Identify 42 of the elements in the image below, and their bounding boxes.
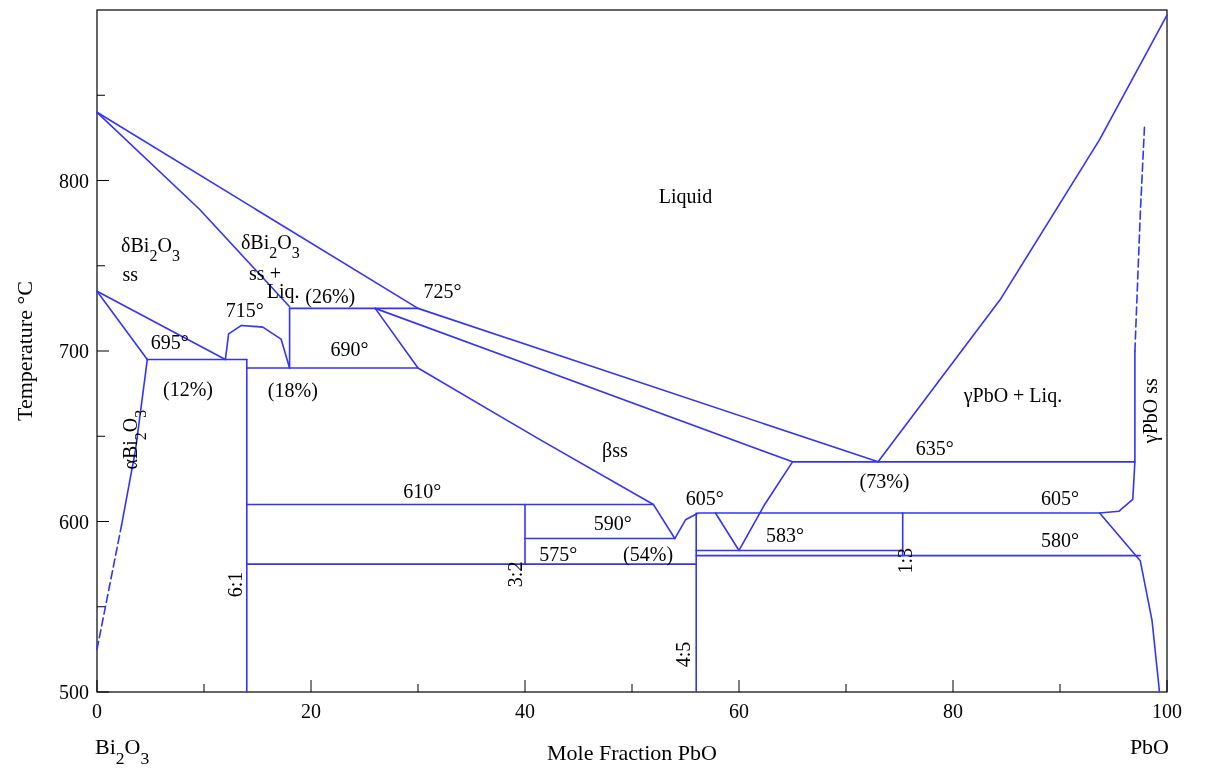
annotation: (12%) xyxy=(162,377,213,401)
y-axis-title: Temperature °C xyxy=(12,281,37,421)
annotation: 605° xyxy=(1041,486,1079,509)
annotation: 583° xyxy=(766,524,805,547)
annotation: 6:1 xyxy=(224,571,247,598)
x-tick-label: 40 xyxy=(515,700,535,722)
annotation: 1:3 xyxy=(893,547,916,574)
annotation: Liquid xyxy=(658,184,713,208)
annotation: 610° xyxy=(403,479,442,502)
x-tick-label: 60 xyxy=(729,700,749,722)
annotation: 715° xyxy=(225,299,264,322)
annotation: γPbO + Liq. xyxy=(962,384,1063,408)
annotation: 3:2 xyxy=(504,561,527,588)
annotation: βss xyxy=(602,438,628,462)
x-tick-label: 0 xyxy=(92,700,102,722)
y-tick-label: 600 xyxy=(59,510,89,533)
y-tick-label: 800 xyxy=(59,169,89,192)
annotation: (26%) xyxy=(305,285,356,309)
annotation: ss xyxy=(122,263,139,286)
annotation: δBi$_{2}$O$_{3}$ xyxy=(240,230,300,261)
text: Bi$_{2}$O$_{3}$ xyxy=(95,734,150,768)
annotation: 605° xyxy=(685,486,724,509)
text: PbO xyxy=(1129,734,1169,759)
x-tick-label: 20 xyxy=(301,700,321,722)
annotation: (54%) xyxy=(623,542,674,566)
annotation: 590° xyxy=(593,512,632,535)
annotation: 690° xyxy=(330,338,369,361)
annotation: 725° xyxy=(423,280,462,303)
annotation: (73%) xyxy=(859,469,910,493)
annotation: 575° xyxy=(539,542,578,565)
x-tick-label: 100 xyxy=(1152,700,1182,722)
annotation: 580° xyxy=(1041,529,1079,552)
annotation: 695° xyxy=(150,331,189,354)
y-tick-label: 500 xyxy=(59,681,89,703)
y-tick-label: 700 xyxy=(59,340,89,362)
annotation: 635° xyxy=(915,437,954,460)
annotation: (18%) xyxy=(267,379,318,403)
annotation: γPbO ss xyxy=(1138,377,1162,445)
x-tick-label: 80 xyxy=(943,700,963,722)
annotation: δBi$_{2}$O$_{3}$ xyxy=(121,234,180,264)
x-axis-title: Mole Fraction PbO xyxy=(547,740,717,765)
annotation: 4:5 xyxy=(672,641,695,668)
